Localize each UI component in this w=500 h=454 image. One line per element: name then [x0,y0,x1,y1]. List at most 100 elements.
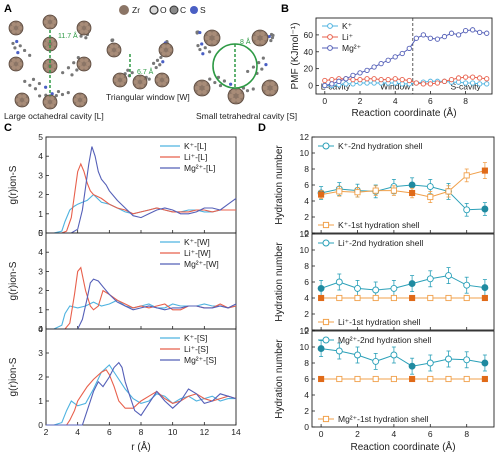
zr-cluster-facet [79,22,84,27]
linker-atom [76,56,80,60]
linker-atom [264,63,268,67]
point-li-plus [413,80,419,86]
legend-marker-k-plus-2nd-hydration-shell [322,142,330,150]
zr-cluster-facet [161,51,166,56]
zr-cluster-facet [262,85,268,91]
zr-cluster-facet [265,89,270,95]
y-tick-label: 0 [38,420,43,430]
panel-d: D 0 2 4 6 8 10 12 Hydration number K⁺-2nd hydrat… [258,122,495,453]
zr-cluster-facet [9,61,14,67]
zr-cluster-facet [212,31,217,37]
point-mg2-plus [455,32,462,38]
linker-atom [16,51,20,55]
zr-cluster-facet [45,103,51,108]
y-tick-label: 3 [38,266,43,276]
zr-cluster-facet [50,16,55,21]
point-mg2-plus-2nd-hydration-shell [426,359,434,367]
x-tick-label: 4 [393,96,398,106]
zr-cluster-facet [24,97,29,103]
series-k-plus-w-line [46,299,237,330]
point-mg2-plus-1st-hydration-shell [354,375,361,383]
linker-atom [60,92,65,97]
zr-cluster-facet [50,38,55,43]
zr-cluster-facet [52,41,57,47]
zr-cluster-facet [43,41,48,47]
zr-cluster-facet [84,22,89,27]
y-axis-label: Hydration number [274,339,285,419]
zr-cluster-facet [50,60,55,65]
point-k-plus-1st-hydration-shell [409,189,416,197]
zr-cluster-facet [80,94,85,99]
zr-cluster-facet [11,58,16,63]
zr-cluster-facet [16,65,21,70]
legend-marker-mg2-plus-2nd-hydration-shell [322,336,330,344]
zr-cluster-facet [52,99,57,105]
linker-atom [79,34,83,38]
zr-cluster-facet [86,25,91,31]
zr-cluster-facet [79,65,84,70]
linker-atom [208,50,212,54]
point-mg2-plus [329,81,335,87]
y-tick-label: 5 [38,132,43,142]
zr-cluster-facet [202,81,207,87]
zr-cluster-facet [84,58,89,63]
legend-label-li-plus-s: Li⁺-[S] [184,344,208,354]
zr-cluster-facet [168,47,173,53]
linker-atom [271,33,275,37]
linker-atom [208,77,212,81]
point-mg2-plus-2nd-hydration-shell [463,356,471,364]
legend-label-mg2-plus-s: Mg²⁺-[S] [184,355,216,365]
zr-cluster-facet [22,101,27,106]
y-tick-label: 0 [38,228,43,238]
zr-cluster-facet [9,25,14,31]
panel-c: C 012345g(r)ion-SK⁺-[L]Li⁺-[L]Mg²⁺-[L]01… [4,122,241,453]
x-tick-label: 12 [200,427,210,437]
legend-marker-k-plus [327,23,333,29]
legend-label-li-plus-w: Li⁺-[W] [184,248,211,258]
legend-label-k-plus-l: K⁺-[L] [184,141,206,151]
point-mg2-plus-1st-hydration-shell [318,375,325,383]
zr-cluster-facet [142,79,147,85]
legend-label-li-plus-2nd-hydration-shell: Li⁺-2nd hydration shell [338,238,423,248]
point-k-plus [343,81,349,87]
point-li-plus [378,76,384,83]
x-axis-label: Reaction coordinate (Å) [350,440,455,453]
zr-cluster-facet [159,47,164,53]
zr-cluster-facet [133,79,138,85]
x-axis-label: r (Å) [131,440,150,453]
x-tick-label: 8 [463,96,468,106]
x-tick-label: 4 [392,429,397,439]
linker-atom [196,44,200,48]
point-k-plus [484,81,490,87]
linker-atom [229,82,233,86]
point-mg2-plus-2nd-hydration-shell [354,351,361,359]
y-axis-label: g(r)ion-S [8,165,19,204]
y-tick-label: 4 [304,196,309,206]
x-tick-label: 6 [428,429,433,439]
zr-cluster-facet [197,89,203,95]
point-mg2-plus [378,60,384,67]
point-mg2-plus [357,70,363,76]
linker-atom [61,71,65,75]
zr-cluster-facet [52,63,57,69]
zr-cluster-facet [16,58,21,63]
point-li-plus-1st-hydration-shell [336,294,343,302]
linker-atom [50,92,54,96]
point-li-plus-1st-hydration-shell [409,294,416,302]
y-tick-label: 20 [304,64,314,74]
linker-atom [222,79,227,83]
legend-marker-li-plus [327,34,333,40]
point-li-plus [399,76,405,83]
point-li-plus [371,76,377,82]
panel-a: A Zr O C S 11.7 Å 6.7 Å 8 Å Large octahe… [4,3,297,121]
y-tick-label: 6 [304,374,309,384]
zr-cluster-facet [22,94,27,99]
zr-cluster-facet [157,81,162,86]
zr-cluster-facet [162,81,167,86]
linker-atom [151,61,156,65]
series-k-plus-2nd-hydration-shell-line [320,184,485,211]
zr-cluster-facet [255,31,260,37]
y-tick-label: 0 [38,324,43,334]
point-li-plus-1st-hydration-shell [463,294,470,302]
